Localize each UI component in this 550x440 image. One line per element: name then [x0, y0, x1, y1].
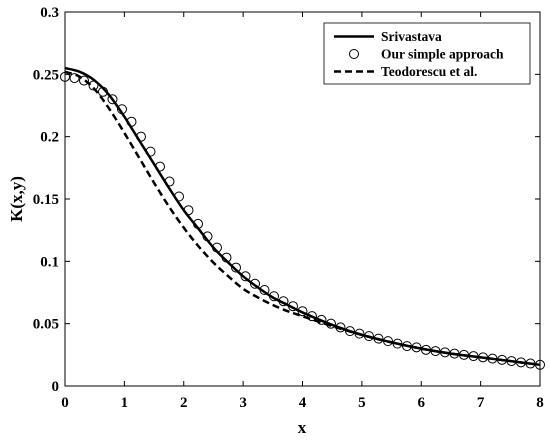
series-line-teodorescu-et-al: [64, 70, 541, 367]
data-point: [88, 80, 99, 91]
x-tick-label: 7: [477, 395, 485, 411]
data-point: [107, 94, 118, 105]
data-point: [212, 242, 222, 253]
x-tick-label: 3: [239, 395, 247, 411]
tick-layer: 0 1 2 3 4 5 6 7 8 0 0.05 0.1 0.15 0.2 0.25 0.3: [33, 5, 544, 411]
y-axis-title: K(x,y): [7, 176, 26, 222]
data-point: [506, 356, 517, 367]
legend-label-our-simple-approach: Our simple approach: [381, 47, 504, 62]
legend-label-srivastava: Srivastava: [381, 29, 442, 44]
legend-label-teodorescu: Teodorescu et al.: [381, 64, 477, 79]
x-tick-label: 0: [61, 395, 69, 411]
y-tick-label: 0: [52, 379, 60, 395]
x-tick-label: 4: [299, 395, 307, 411]
data-point: [307, 311, 317, 322]
data-point: [98, 86, 108, 97]
legend-marker-our-simple-approach: [349, 49, 359, 59]
data-point: [126, 116, 137, 127]
data-point: [364, 331, 374, 342]
data-point: [183, 205, 194, 216]
data-point: [373, 333, 384, 344]
data-point: [259, 285, 270, 296]
data-point: [240, 271, 251, 282]
y-tick-label: 0.05: [33, 317, 59, 333]
data-point: [278, 296, 289, 307]
data-point: [193, 218, 203, 229]
data-point: [440, 347, 450, 358]
data-point: [269, 291, 279, 302]
y-tick-label: 0.2: [40, 130, 59, 146]
data-point: [145, 146, 156, 157]
x-tick-label: 5: [358, 395, 366, 411]
series-layer: [60, 66, 545, 370]
data-point: [79, 75, 89, 86]
data-point: [221, 252, 232, 263]
x-tick-label: 1: [121, 395, 129, 411]
data-point: [231, 262, 241, 273]
y-tick-label: 0.1: [40, 254, 59, 270]
y-tick-label: 0.3: [40, 5, 59, 21]
x-tick-label: 2: [180, 395, 188, 411]
data-point: [202, 231, 213, 242]
x-tick-label: 6: [418, 395, 426, 411]
data-point: [136, 131, 146, 142]
data-point: [117, 104, 127, 115]
data-point: [164, 176, 175, 187]
data-point: [354, 328, 365, 339]
y-tick-label: 0.15: [33, 192, 59, 208]
data-point: [516, 357, 526, 368]
x-tick-label: 8: [536, 395, 544, 411]
data-point: [297, 306, 308, 317]
y-tick-label: 0.25: [33, 67, 59, 83]
data-point: [174, 191, 184, 202]
data-point: [69, 73, 80, 84]
data-point: [288, 301, 298, 312]
data-point: [250, 278, 260, 289]
x-axis-title: x: [298, 418, 307, 437]
legend: Srivastava Our simple approach Teodoresc…: [323, 22, 531, 85]
data-point: [155, 161, 165, 172]
